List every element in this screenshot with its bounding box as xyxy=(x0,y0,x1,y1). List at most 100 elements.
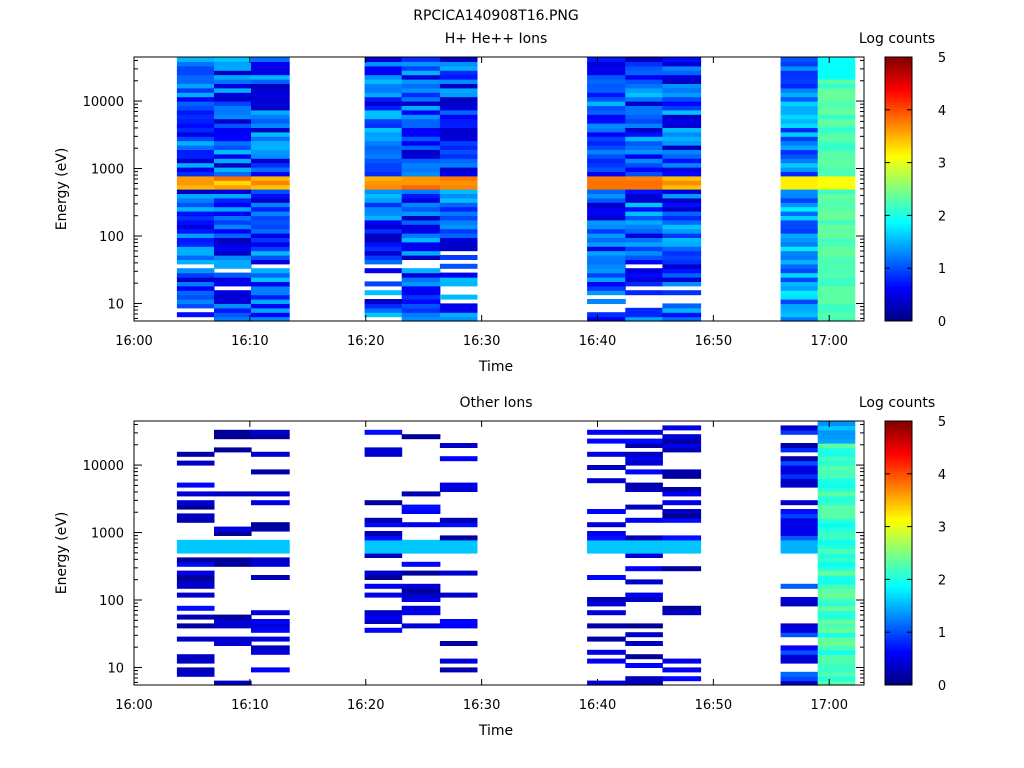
heatmap-cell xyxy=(587,109,626,115)
heatmap-cell xyxy=(176,57,215,62)
heatmap-cell xyxy=(625,290,663,296)
heatmap-cell xyxy=(214,184,252,190)
heatmap-cell xyxy=(364,136,403,142)
heatmap-cell xyxy=(251,224,290,230)
colorbar-segment xyxy=(885,289,912,293)
heatmap-cell xyxy=(364,171,403,177)
colorbar-segment xyxy=(885,241,912,245)
colorbar-segment xyxy=(885,457,912,461)
x-tick-label: 16:30 xyxy=(463,334,500,349)
colorbar-segment xyxy=(885,658,912,662)
heatmap-cell xyxy=(251,61,290,67)
colorbar-segment xyxy=(885,423,912,427)
heatmap-cell xyxy=(587,233,626,238)
heatmap-cell xyxy=(662,180,702,186)
y-ticks: 10 100 1000 10000 xyxy=(83,59,864,319)
heatmap-cell xyxy=(780,649,819,655)
colorbar-segment xyxy=(885,130,912,134)
heatmap-cell xyxy=(817,206,856,212)
colorbar-segment xyxy=(885,167,912,171)
heatmap-cell xyxy=(625,632,663,638)
heatmap-cell xyxy=(176,175,215,181)
heatmap-cell xyxy=(439,70,478,76)
colorbar-segment xyxy=(885,157,912,161)
colorbar-segment xyxy=(885,637,912,641)
heatmap-cell xyxy=(817,447,856,453)
heatmap-cell xyxy=(251,79,290,84)
heatmap-cell xyxy=(662,473,702,479)
heatmap-cell xyxy=(817,215,856,221)
colorbar-segment xyxy=(885,648,912,652)
colorbar-segment xyxy=(885,136,912,140)
heatmap-cell xyxy=(587,509,626,514)
heatmap-cell xyxy=(625,136,663,142)
heatmap-cell xyxy=(662,162,702,168)
heatmap-cell xyxy=(214,246,252,252)
heatmap-cell xyxy=(662,509,702,514)
heatmap-cell xyxy=(587,118,626,124)
heatmap-cell xyxy=(780,197,819,203)
heatmap-cell xyxy=(251,272,290,278)
heatmap-cell xyxy=(817,583,856,589)
heatmap-cell xyxy=(625,123,663,128)
heatmap-cell xyxy=(817,491,856,497)
heatmap-cell xyxy=(625,162,663,168)
heatmap-cell xyxy=(251,241,290,247)
heatmap-cell xyxy=(251,268,290,274)
heatmap-cell xyxy=(780,500,819,506)
colorbar-tick-label: 1 xyxy=(938,626,946,641)
heatmap-cell xyxy=(176,255,215,260)
heatmap-cell xyxy=(364,553,403,558)
colorbar-segment xyxy=(885,109,912,113)
heatmap-cell xyxy=(625,131,663,137)
heatmap-cell xyxy=(662,610,702,616)
heatmap-cell xyxy=(364,583,403,589)
heatmap-cell xyxy=(625,233,663,238)
colorbar-segment xyxy=(885,67,912,71)
heatmap-cell xyxy=(364,429,403,435)
heatmap-cell xyxy=(176,570,215,576)
heatmap-cell xyxy=(364,180,403,186)
heatmap-cell xyxy=(625,87,663,93)
colorbar-segment xyxy=(885,278,912,282)
heatmap-cell xyxy=(662,101,702,106)
heatmap-cell xyxy=(176,92,215,98)
heatmap-cell xyxy=(662,307,702,313)
heatmap-cell xyxy=(176,272,215,278)
heatmap-cell xyxy=(780,131,819,137)
heatmap-cell xyxy=(817,588,856,594)
heatmap-cell xyxy=(817,57,856,62)
heatmap-cell xyxy=(587,123,626,128)
heatmap-cell xyxy=(439,109,478,115)
heatmap-cell xyxy=(662,109,702,115)
heatmap-cell xyxy=(625,74,663,80)
colorbar-segment xyxy=(885,447,912,451)
colorbar-segment xyxy=(885,576,912,580)
heatmap-cell xyxy=(251,219,290,225)
heatmap-cell xyxy=(439,211,478,216)
colorbar-segment xyxy=(885,262,912,266)
colorbar-segment xyxy=(885,574,912,578)
heatmap-cell xyxy=(251,118,290,124)
heatmap-cell xyxy=(251,65,290,71)
colorbar-segment xyxy=(885,305,912,309)
heatmap-cell xyxy=(214,255,252,260)
colorbar-segment xyxy=(885,270,912,274)
heatmap-cell xyxy=(439,118,478,124)
heatmap-cell xyxy=(587,96,626,102)
heatmap-cell xyxy=(439,224,478,230)
heatmap-cell xyxy=(780,105,819,111)
colorbar-segment xyxy=(885,632,912,636)
heatmap-cell xyxy=(214,87,252,93)
colorbar-segment xyxy=(885,603,912,607)
heatmap-cell xyxy=(364,228,403,234)
colorbar-segment xyxy=(885,555,912,559)
colorbar-segment xyxy=(885,584,912,588)
heatmap-cell xyxy=(587,263,626,269)
heatmap-cell xyxy=(251,96,290,102)
heatmap-cell xyxy=(251,109,290,115)
heatmap-cell xyxy=(625,487,663,492)
heatmap-cell xyxy=(176,233,215,238)
heatmap-cell xyxy=(214,281,252,287)
heatmap-cell xyxy=(439,281,478,287)
